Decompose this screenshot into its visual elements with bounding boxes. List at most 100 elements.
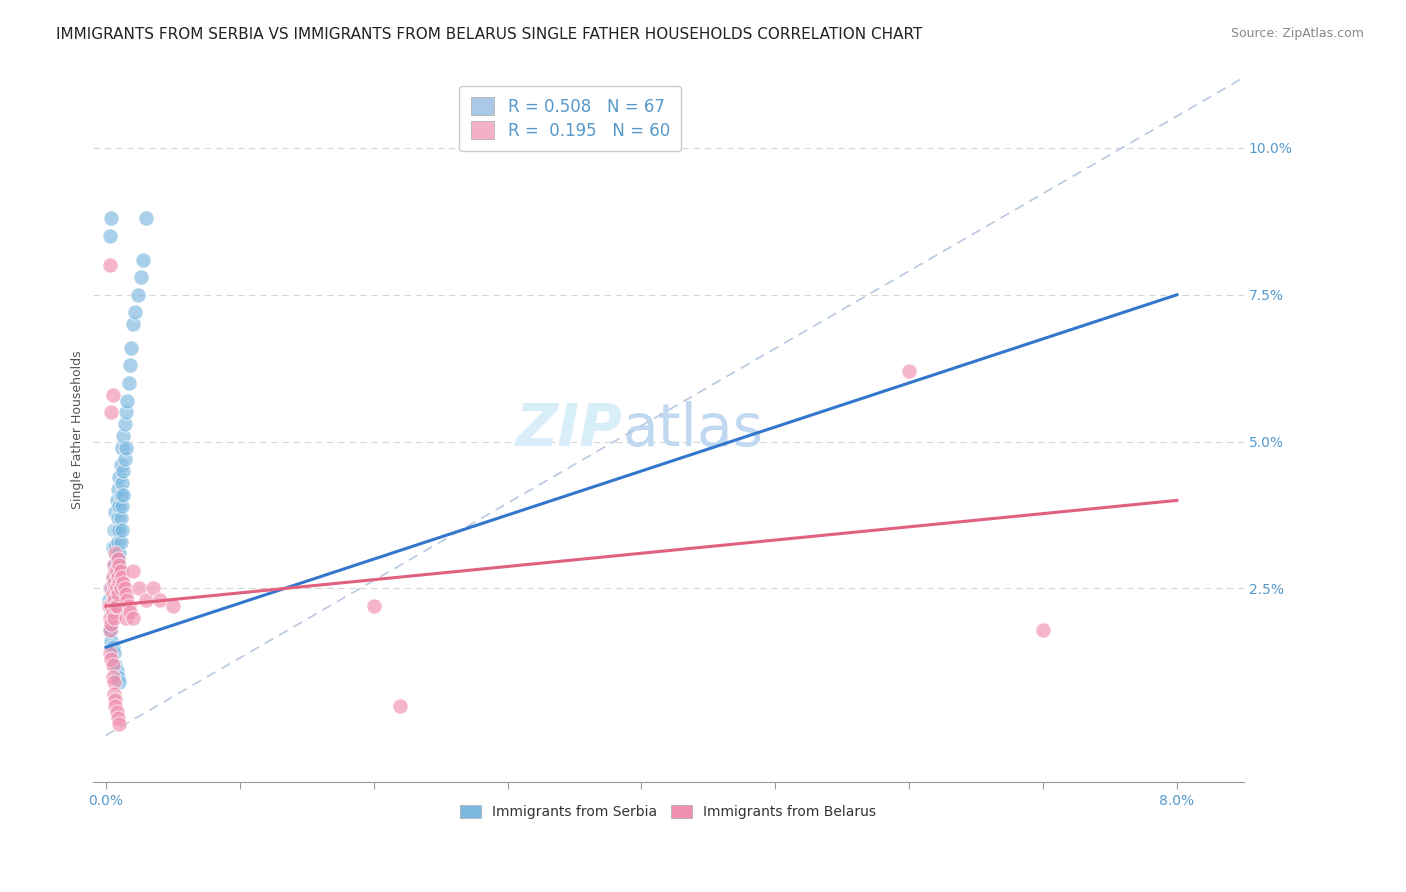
Point — [108, 558, 131, 572]
Point — [101, 582, 124, 596]
Text: ZIP: ZIP — [515, 401, 623, 458]
Point — [101, 657, 124, 672]
Point — [108, 546, 131, 560]
Point — [389, 698, 412, 713]
Point — [101, 587, 124, 601]
Point — [135, 211, 157, 226]
Point — [97, 593, 120, 607]
Point — [104, 564, 127, 578]
Point — [98, 259, 121, 273]
Point — [105, 705, 128, 719]
Point — [110, 564, 132, 578]
Y-axis label: Single Father Households: Single Father Households — [72, 351, 84, 509]
Point — [104, 582, 127, 596]
Point — [104, 657, 127, 672]
Point — [110, 487, 132, 501]
Point — [115, 441, 138, 455]
Point — [104, 698, 127, 713]
Point — [108, 564, 131, 578]
Point — [100, 211, 122, 226]
Point — [124, 305, 146, 319]
Point — [105, 546, 128, 560]
Point — [103, 675, 125, 690]
Point — [121, 564, 143, 578]
Point — [100, 623, 122, 637]
Point — [105, 493, 128, 508]
Point — [111, 570, 134, 584]
Point — [114, 417, 136, 431]
Point — [105, 523, 128, 537]
Point — [107, 482, 129, 496]
Point — [103, 558, 125, 572]
Point — [121, 611, 143, 625]
Point — [98, 646, 121, 660]
Point — [104, 693, 127, 707]
Point — [114, 582, 136, 596]
Point — [115, 587, 138, 601]
Point — [108, 523, 131, 537]
Point — [108, 716, 131, 731]
Point — [100, 652, 122, 666]
Point — [117, 393, 139, 408]
Text: IMMIGRANTS FROM SERBIA VS IMMIGRANTS FROM BELARUS SINGLE FATHER HOUSEHOLDS CORRE: IMMIGRANTS FROM SERBIA VS IMMIGRANTS FRO… — [56, 27, 922, 42]
Point — [107, 552, 129, 566]
Point — [98, 611, 121, 625]
Point — [103, 558, 125, 572]
Point — [100, 605, 122, 619]
Point — [101, 670, 124, 684]
Point — [135, 593, 157, 607]
Point — [107, 570, 129, 584]
Point — [101, 570, 124, 584]
Point — [105, 582, 128, 596]
Point — [103, 523, 125, 537]
Point — [104, 599, 127, 614]
Point — [103, 575, 125, 590]
Point — [108, 470, 131, 484]
Point — [112, 429, 135, 443]
Point — [110, 582, 132, 596]
Point — [148, 593, 170, 607]
Point — [132, 252, 155, 267]
Point — [110, 458, 132, 472]
Point — [107, 552, 129, 566]
Point — [97, 599, 120, 614]
Point — [127, 287, 149, 301]
Point — [162, 599, 184, 614]
Point — [118, 599, 141, 614]
Point — [105, 664, 128, 678]
Point — [142, 582, 165, 596]
Point — [104, 541, 127, 555]
Point — [104, 505, 127, 519]
Point — [105, 564, 128, 578]
Point — [110, 511, 132, 525]
Point — [111, 523, 134, 537]
Point — [98, 623, 121, 637]
Point — [105, 582, 128, 596]
Point — [363, 599, 385, 614]
Point — [103, 575, 125, 590]
Point — [121, 317, 143, 331]
Point — [107, 511, 129, 525]
Point — [101, 599, 124, 614]
Point — [117, 593, 139, 607]
Point — [128, 582, 150, 596]
Point — [107, 570, 129, 584]
Point — [111, 441, 134, 455]
Point — [101, 640, 124, 655]
Legend: Immigrants from Serbia, Immigrants from Belarus: Immigrants from Serbia, Immigrants from … — [454, 799, 882, 825]
Point — [107, 670, 129, 684]
Point — [114, 452, 136, 467]
Point — [104, 558, 127, 572]
Point — [898, 364, 921, 378]
Point — [103, 593, 125, 607]
Text: Source: ZipAtlas.com: Source: ZipAtlas.com — [1230, 27, 1364, 40]
Point — [101, 541, 124, 555]
Point — [103, 687, 125, 701]
Point — [104, 546, 127, 560]
Point — [120, 341, 142, 355]
Point — [100, 599, 122, 614]
Point — [107, 711, 129, 725]
Point — [100, 582, 122, 596]
Point — [101, 570, 124, 584]
Point — [100, 634, 122, 648]
